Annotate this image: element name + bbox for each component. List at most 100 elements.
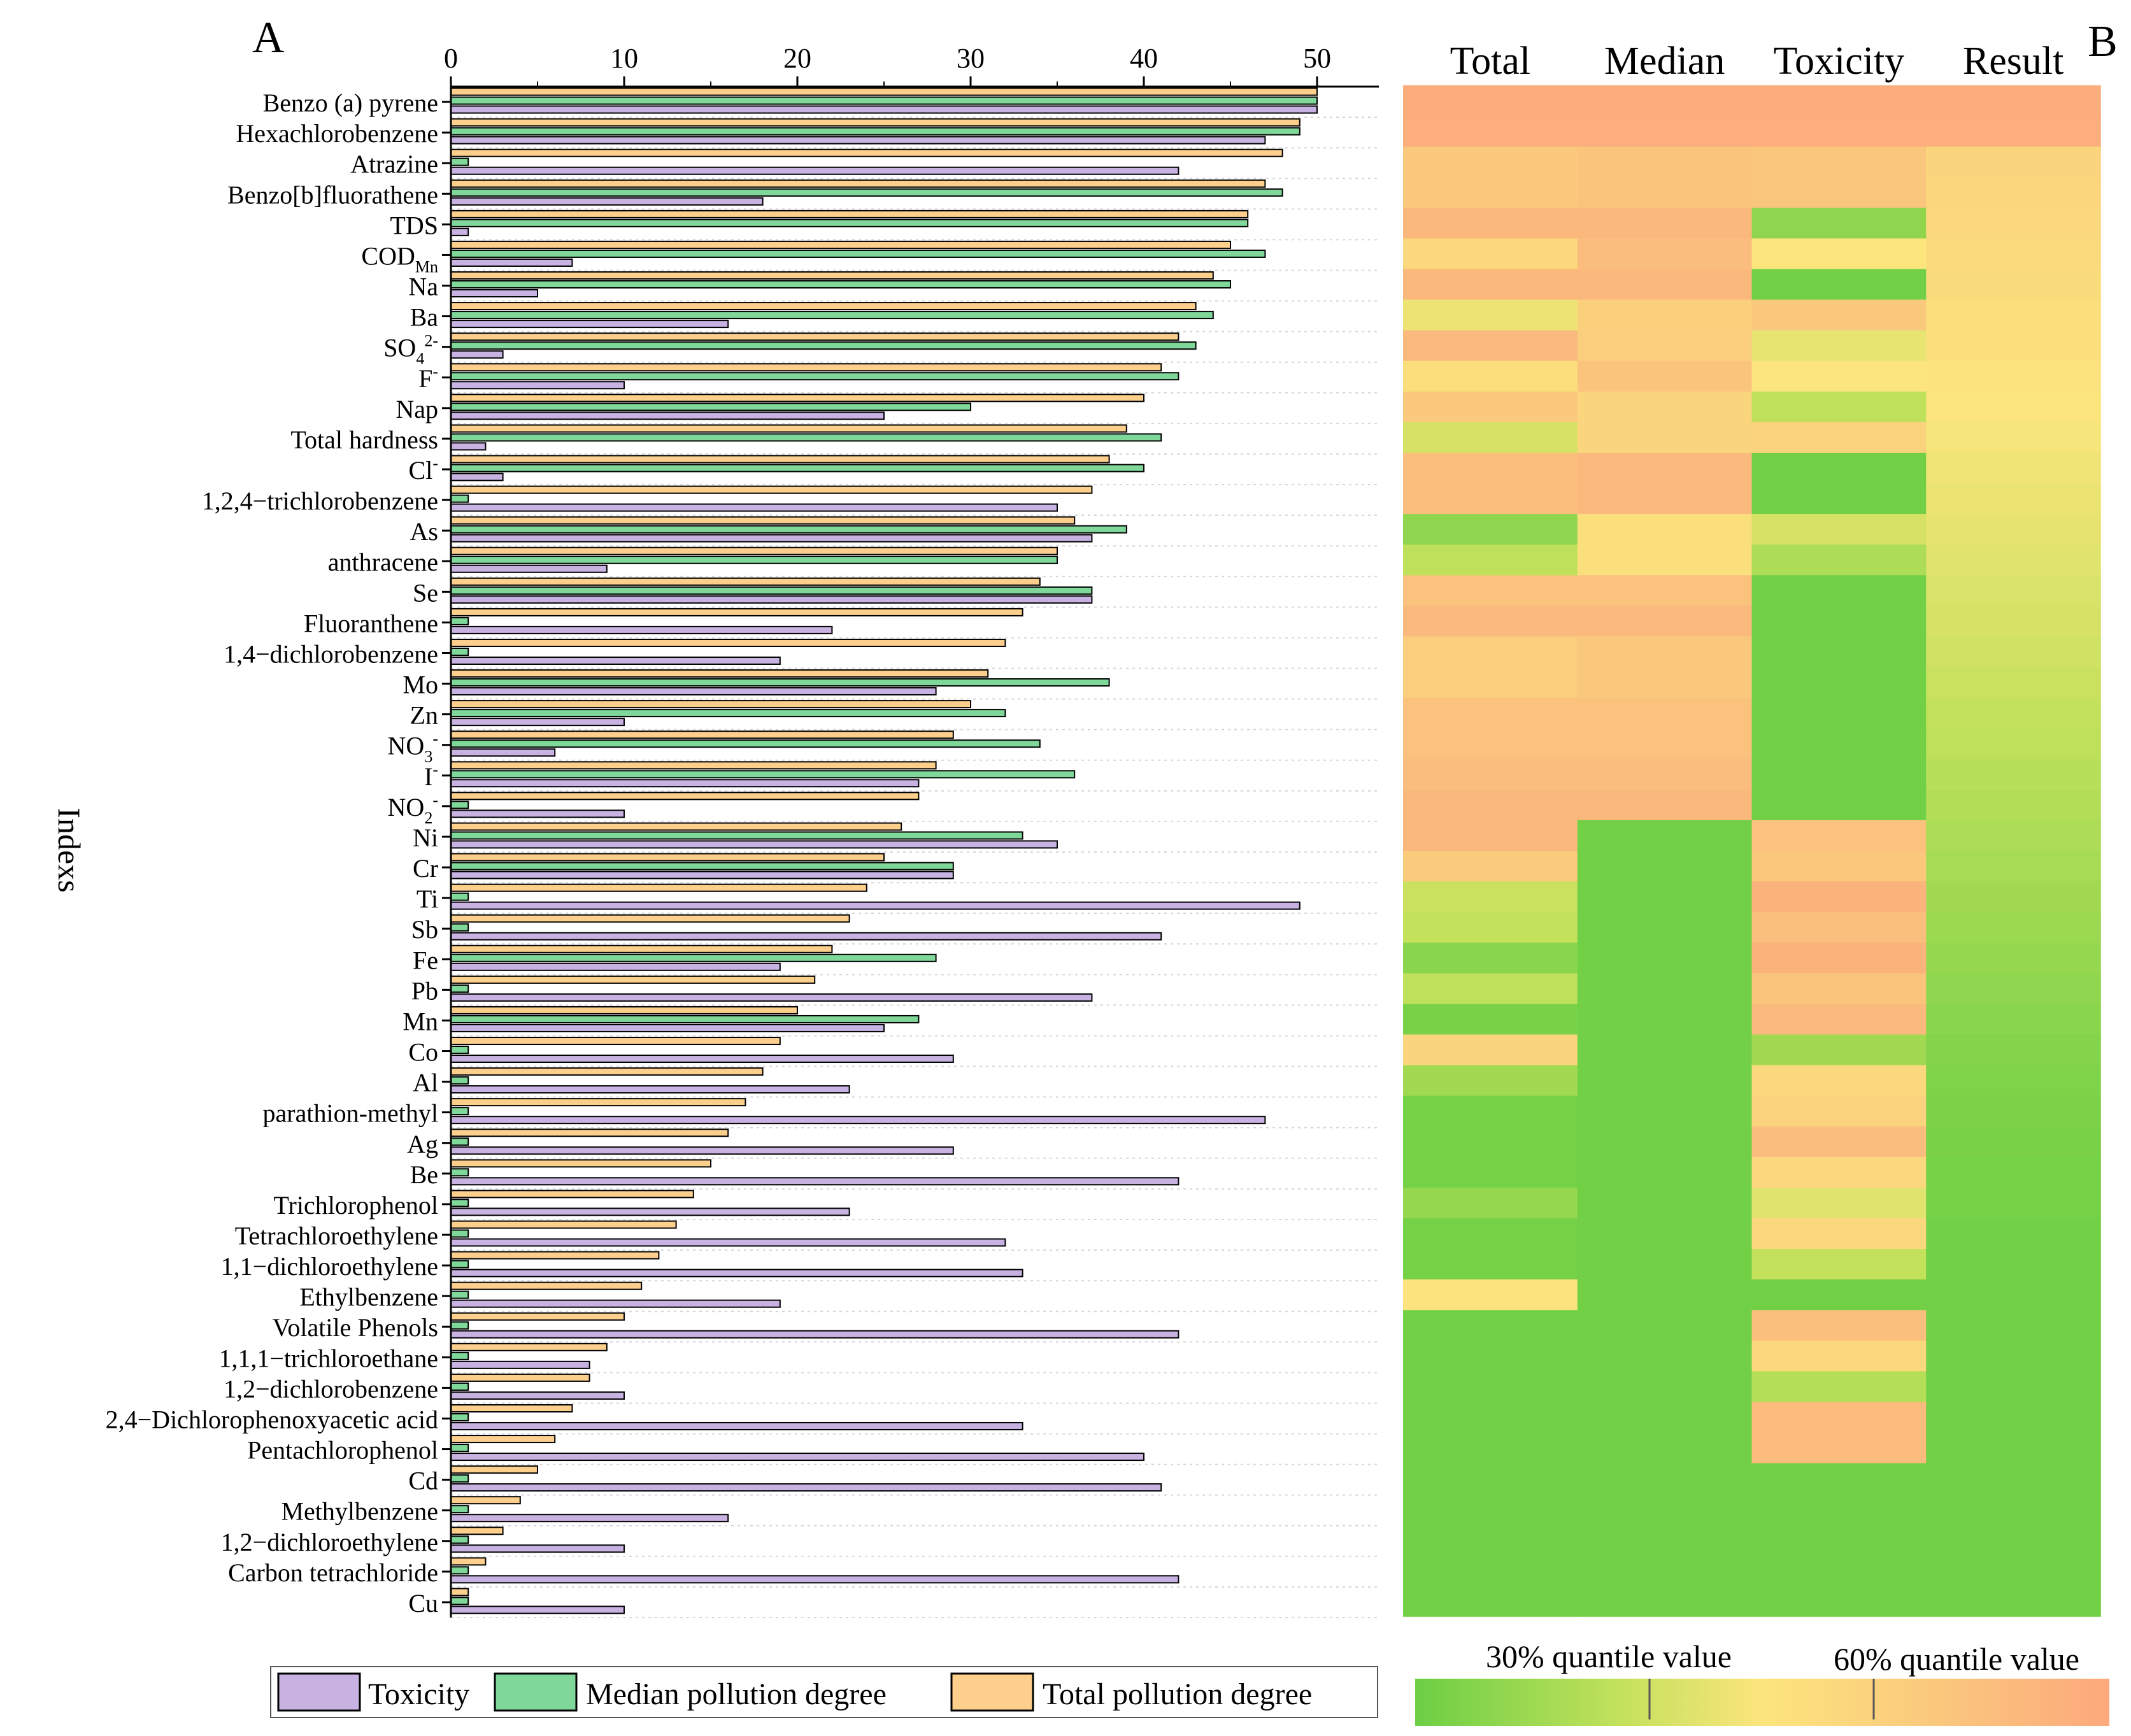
- bar-median-pollution-degree: [450, 647, 469, 656]
- bar-median-pollution-degree: [450, 1107, 469, 1116]
- heatmap-cell: [1751, 422, 1927, 453]
- bar-toxicity: [450, 503, 1058, 512]
- heatmap-cell: [1403, 606, 1578, 637]
- heatmap-cell: [1403, 85, 1578, 117]
- bar-median-pollution-degree: [450, 1505, 469, 1514]
- heatmap-cell: [1751, 1402, 1927, 1434]
- heatmap-cell: [1403, 789, 1578, 821]
- heatmap-cell: [1926, 606, 2101, 637]
- heatmap-cell: [1926, 514, 2101, 545]
- bar-median-pollution-degree: [450, 127, 1301, 136]
- heatmap-cell: [1403, 1004, 1578, 1035]
- heatmap-cell: [1577, 85, 1753, 117]
- heatmap-cell: [1926, 851, 2101, 882]
- heatmap-cell: [1751, 667, 1927, 699]
- bar-toxicity: [450, 258, 573, 267]
- bar-chart-panel: A 0 10 20 30 40 50 Benzo (a) pyreneHexachloro…: [52, 13, 1379, 1718]
- heatmap-cell: [1926, 422, 2101, 453]
- category-label: 1,4−dichlorobenzene: [224, 639, 438, 668]
- bar-total-pollution-degree: [450, 516, 1076, 525]
- heatmap-cell: [1751, 1249, 1927, 1280]
- heatmap-cell: [1926, 391, 2101, 423]
- heatmap-cell: [1751, 116, 1927, 147]
- heatmap-cell: [1751, 85, 1927, 117]
- heatmap-cell: [1403, 1432, 1578, 1464]
- heatmap-column-header: Median: [1604, 39, 1725, 83]
- heatmap-cell: [1926, 1524, 2101, 1556]
- heatmap-cell: [1577, 146, 1753, 178]
- heatmap-cell: [1926, 177, 2101, 209]
- bar-total-pollution-degree: [450, 761, 937, 770]
- heatmap-cell: [1926, 146, 2101, 178]
- heatmap-cell: [1577, 973, 1753, 1005]
- bar-toxicity: [450, 748, 556, 757]
- bar-total-pollution-degree: [450, 363, 1162, 372]
- bar-total-pollution-degree: [450, 883, 867, 892]
- bar-total-pollution-degree: [450, 240, 1231, 249]
- heatmap-cell: [1577, 758, 1753, 790]
- heatmap-cell: [1926, 1555, 2101, 1586]
- bar-total-pollution-degree: [450, 1037, 781, 1046]
- heatmap-cell: [1751, 789, 1927, 821]
- bar-total-pollution-degree: [450, 1557, 487, 1566]
- heatmap-cell: [1577, 636, 1753, 668]
- heatmap-cell: [1577, 1555, 1753, 1586]
- heatmap-cell: [1403, 1524, 1578, 1556]
- heatmap-cell: [1403, 1310, 1578, 1342]
- bar-total-pollution-degree: [450, 546, 1058, 555]
- heatmap-cell: [1577, 1249, 1753, 1280]
- heatmap-cell: [1926, 360, 2101, 392]
- category-label: Ti: [417, 885, 438, 913]
- bar-total-pollution-degree: [450, 944, 833, 953]
- category-label: SO42-: [383, 332, 438, 368]
- heatmap-cell: [1577, 1034, 1753, 1066]
- heatmap-cell: [1926, 789, 2101, 821]
- heatmap-cell: [1577, 544, 1753, 576]
- heatmap-cell: [1926, 1310, 2101, 1342]
- category-label: Benzo (a) pyrene: [263, 89, 438, 117]
- category-label: 2,4−Dichlorophenoxyacetic acid: [106, 1405, 438, 1434]
- heatmap-cell: [1751, 1555, 1927, 1586]
- heatmap-cell: [1751, 1187, 1927, 1219]
- heatmap-cell: [1926, 1095, 2101, 1127]
- category-label: Fluoranthene: [304, 609, 438, 637]
- bar-toxicity: [450, 932, 1162, 941]
- bar-total-pollution-degree: [450, 1373, 590, 1382]
- panel-b-label: B: [2088, 17, 2118, 66]
- bar-toxicity: [450, 1453, 1144, 1462]
- bar-toxicity: [450, 1330, 1180, 1339]
- bar-median-pollution-degree: [450, 555, 1058, 564]
- bar-total-pollution-degree: [450, 424, 1127, 433]
- y-axis-label: Indexs: [52, 808, 87, 892]
- heatmap-cell: [1926, 1432, 2101, 1464]
- bar-total-pollution-degree: [450, 271, 1214, 280]
- heatmap-cell: [1577, 667, 1753, 699]
- bar-median-pollution-degree: [450, 311, 1214, 320]
- bar-total-pollution-degree: [450, 638, 1006, 647]
- heatmap-cell: [1577, 1095, 1753, 1127]
- heatmap-cells: [1403, 85, 2101, 1617]
- heatmap-column-headers: Total Median Toxicity Result: [1450, 39, 2064, 83]
- heatmap-cell: [1926, 299, 2101, 331]
- bar-total-pollution-degree: [450, 1067, 764, 1076]
- heatmap-cell: [1403, 360, 1578, 392]
- category-label: NO3-: [388, 730, 438, 766]
- heatmap-cell: [1577, 452, 1753, 484]
- heatmap-cell: [1403, 575, 1578, 607]
- bar-toxicity: [450, 901, 1301, 910]
- bar-median-pollution-degree: [450, 249, 1266, 258]
- heatmap-cell: [1403, 514, 1578, 545]
- category-label: Volatile Phenols: [273, 1313, 438, 1342]
- heatmap-cell: [1751, 851, 1927, 882]
- heatmap-cell: [1577, 330, 1753, 362]
- heatmap-cell: [1577, 697, 1753, 729]
- heatmap-cell: [1926, 1341, 2101, 1372]
- bar-toxicity: [450, 136, 1266, 145]
- heatmap-cell: [1926, 1249, 2101, 1280]
- heatmap-cell: [1403, 943, 1578, 974]
- category-label: Methylbenzene: [281, 1497, 438, 1526]
- heatmap-cell: [1751, 1126, 1927, 1158]
- bar-total-pollution-degree: [450, 148, 1283, 157]
- category-label: Total hardness: [290, 425, 438, 454]
- heatmap-cell: [1577, 881, 1753, 913]
